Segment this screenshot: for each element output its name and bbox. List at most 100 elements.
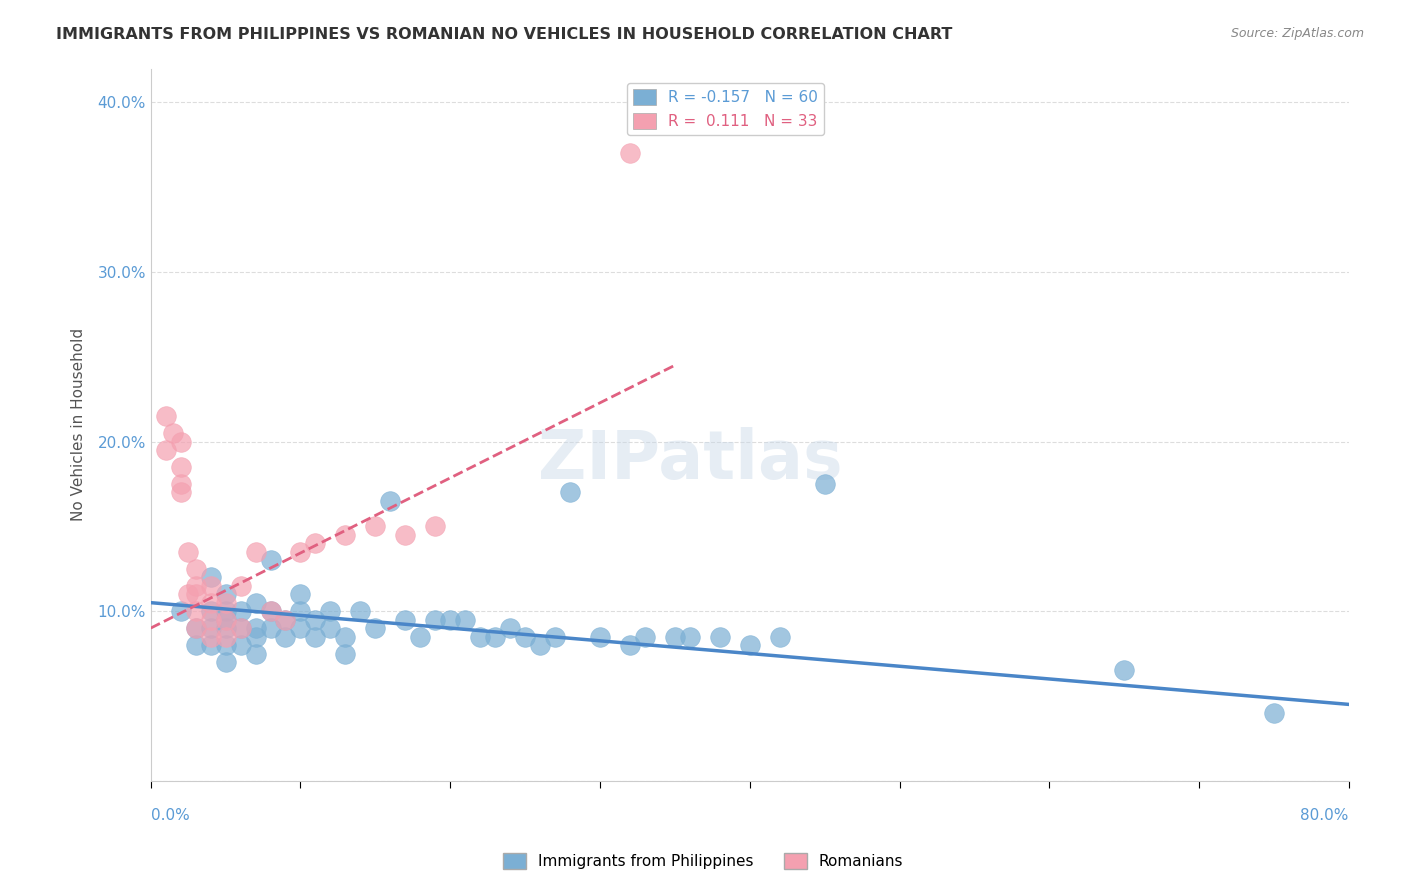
- Point: [184, 638, 207, 652]
- Point: [425, 519, 447, 533]
- Point: [544, 630, 567, 644]
- Point: [814, 477, 837, 491]
- Point: [169, 477, 191, 491]
- Point: [214, 630, 236, 644]
- Text: Source: ZipAtlas.com: Source: ZipAtlas.com: [1230, 27, 1364, 40]
- Y-axis label: No Vehicles in Household: No Vehicles in Household: [72, 328, 86, 521]
- Point: [274, 613, 297, 627]
- Point: [335, 647, 357, 661]
- Point: [364, 621, 387, 635]
- Point: [200, 638, 222, 652]
- Point: [274, 630, 297, 644]
- Point: [439, 613, 461, 627]
- Point: [229, 579, 252, 593]
- Point: [245, 630, 267, 644]
- Point: [1114, 664, 1136, 678]
- Point: [214, 596, 236, 610]
- Point: [177, 587, 200, 601]
- Point: [214, 587, 236, 601]
- Point: [184, 587, 207, 601]
- Point: [738, 638, 761, 652]
- Point: [200, 596, 222, 610]
- Point: [184, 621, 207, 635]
- Point: [380, 494, 402, 508]
- Point: [169, 604, 191, 618]
- Point: [184, 579, 207, 593]
- Point: [290, 545, 312, 559]
- Point: [454, 613, 477, 627]
- Point: [484, 630, 506, 644]
- Point: [679, 630, 702, 644]
- Point: [394, 613, 416, 627]
- Point: [214, 655, 236, 669]
- Point: [394, 528, 416, 542]
- Text: 0.0%: 0.0%: [150, 808, 190, 823]
- Point: [513, 630, 536, 644]
- Point: [214, 613, 236, 627]
- Point: [259, 621, 281, 635]
- Point: [200, 570, 222, 584]
- Point: [200, 604, 222, 618]
- Text: IMMIGRANTS FROM PHILIPPINES VS ROMANIAN NO VEHICLES IN HOUSEHOLD CORRELATION CHA: IMMIGRANTS FROM PHILIPPINES VS ROMANIAN …: [56, 27, 953, 42]
- Point: [200, 621, 222, 635]
- Point: [290, 587, 312, 601]
- Point: [162, 426, 184, 441]
- Point: [364, 519, 387, 533]
- Point: [470, 630, 492, 644]
- Point: [319, 604, 342, 618]
- Point: [619, 146, 641, 161]
- Point: [664, 630, 686, 644]
- Point: [1263, 706, 1285, 720]
- Point: [409, 630, 432, 644]
- Point: [304, 630, 326, 644]
- Point: [229, 621, 252, 635]
- Point: [245, 596, 267, 610]
- Point: [558, 485, 581, 500]
- Point: [155, 443, 177, 458]
- Point: [229, 638, 252, 652]
- Point: [769, 630, 792, 644]
- Point: [214, 638, 236, 652]
- Point: [229, 604, 252, 618]
- Point: [200, 579, 222, 593]
- Point: [709, 630, 731, 644]
- Point: [245, 647, 267, 661]
- Point: [259, 553, 281, 567]
- Point: [169, 460, 191, 475]
- Point: [177, 545, 200, 559]
- Point: [259, 604, 281, 618]
- Point: [529, 638, 551, 652]
- Point: [214, 613, 236, 627]
- Point: [290, 621, 312, 635]
- Point: [335, 630, 357, 644]
- Point: [169, 434, 191, 449]
- Point: [290, 604, 312, 618]
- Point: [589, 630, 612, 644]
- Point: [304, 536, 326, 550]
- Point: [259, 604, 281, 618]
- Point: [214, 604, 236, 618]
- Point: [169, 485, 191, 500]
- Text: ZIPatlas: ZIPatlas: [537, 427, 842, 493]
- Legend: Immigrants from Philippines, Romanians: Immigrants from Philippines, Romanians: [496, 847, 910, 875]
- Point: [184, 604, 207, 618]
- Point: [200, 613, 222, 627]
- Point: [245, 545, 267, 559]
- Point: [184, 621, 207, 635]
- Point: [499, 621, 522, 635]
- Point: [214, 621, 236, 635]
- Point: [335, 528, 357, 542]
- Point: [425, 613, 447, 627]
- Point: [274, 613, 297, 627]
- Point: [184, 562, 207, 576]
- Point: [319, 621, 342, 635]
- Point: [155, 409, 177, 424]
- Point: [619, 638, 641, 652]
- Point: [349, 604, 371, 618]
- Legend: R = -0.157   N = 60, R =  0.111   N = 33: R = -0.157 N = 60, R = 0.111 N = 33: [627, 83, 824, 135]
- Point: [304, 613, 326, 627]
- Point: [634, 630, 657, 644]
- Point: [200, 630, 222, 644]
- Text: 80.0%: 80.0%: [1301, 808, 1348, 823]
- Point: [229, 621, 252, 635]
